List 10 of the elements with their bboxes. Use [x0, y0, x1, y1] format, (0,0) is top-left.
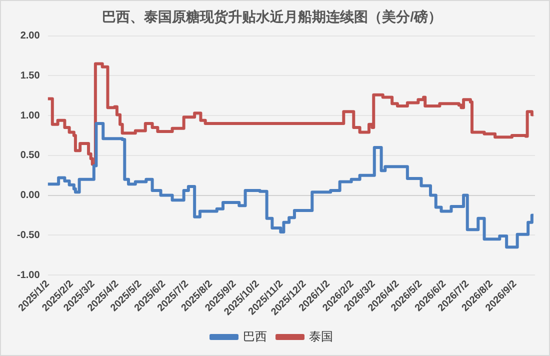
y-tick-label: 2.00	[20, 30, 40, 42]
legend-label: 巴西	[243, 329, 267, 344]
chart-title: 巴西、泰国原糖现货升贴水近月船期连续图（美分/磅）	[102, 8, 442, 24]
y-tick-label: -1.00	[16, 270, 40, 281]
y-tick-label: 0.50	[20, 150, 40, 162]
y-tick-label: 1.50	[20, 70, 40, 82]
legend-label: 泰国	[309, 329, 333, 344]
y-tick-label: 0.00	[20, 190, 40, 202]
y-tick-label: 1.00	[20, 110, 40, 122]
y-tick-label: -0.50	[16, 230, 40, 241]
